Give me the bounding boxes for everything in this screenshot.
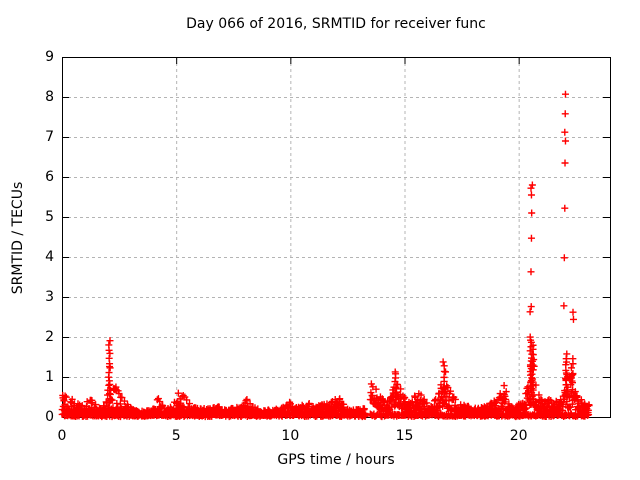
y-tick-label: 6	[45, 169, 54, 185]
y-tick-label: 2	[45, 329, 54, 345]
x-tick-label: 15	[395, 428, 414, 444]
x-tick-label: 0	[57, 428, 67, 444]
chart-title: Day 066 of 2016, SRMTID for receiver fun…	[186, 16, 486, 32]
x-tick-label: 20	[509, 428, 528, 444]
y-tick-label: 5	[45, 209, 54, 225]
y-tick-label: 7	[45, 129, 54, 145]
x-axis-label: GPS time / hours	[277, 452, 395, 468]
y-tick-label: 0	[45, 409, 54, 425]
x-tick-label: 10	[281, 428, 300, 444]
y-tick-label: 1	[45, 369, 54, 385]
x-tick-label: 5	[171, 428, 181, 444]
y-tick-label: 8	[45, 89, 54, 105]
y-tick-label: 3	[45, 289, 54, 305]
y-tick-label: 4	[45, 249, 54, 265]
y-tick-label: 9	[45, 49, 54, 65]
